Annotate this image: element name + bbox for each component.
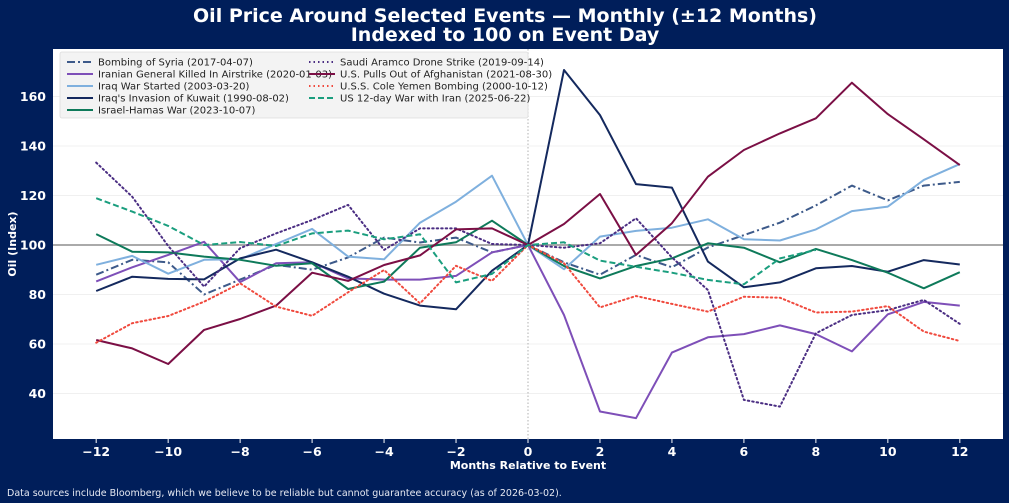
x-tick-label: 4 [668, 444, 677, 459]
y-tick-label: 140 [20, 139, 46, 154]
footer-note: Data sources include Bloomberg, which we… [7, 488, 562, 499]
legend-label-6: U.S. Pulls Out of Afghanistan (2021-08-3… [340, 70, 552, 81]
x-tick-label: 10 [879, 444, 897, 459]
legend-label-2: Iraq War Started (2003-03-20) [98, 82, 250, 93]
x-tick-label: 12 [951, 444, 968, 459]
legend-label-3: Iraq's Invasion of Kuwait (1990-08-02) [98, 94, 289, 105]
x-tick-label: 0 [524, 444, 533, 459]
series-line-8 [95, 197, 817, 286]
chart-title-line-1: Oil Price Around Selected Events — Month… [193, 5, 817, 27]
y-tick-label: 60 [29, 336, 47, 351]
legend-box [59, 51, 529, 119]
chart-title-line-2: Indexed to 100 on Event Day [351, 24, 660, 46]
x-tick-label: −8 [231, 444, 250, 459]
x-tick-label: −2 [446, 444, 465, 459]
y-tick-label: 120 [20, 188, 46, 203]
legend-label-8: US 12-day War with Iran (2025-06-22) [340, 94, 531, 105]
y-axis-label: Oil (Index) [6, 211, 19, 276]
y-tick-label: 80 [29, 287, 47, 302]
x-tick-label: −12 [82, 444, 110, 459]
y-tick-label: 160 [20, 89, 46, 104]
legend-label-7: U.S.S. Cole Yemen Bombing (2000-10-12) [340, 82, 548, 93]
x-tick-label: −6 [303, 444, 322, 459]
x-tick-label: 2 [596, 444, 605, 459]
x-tick-label: −10 [154, 444, 182, 459]
y-tick-label: 40 [29, 386, 47, 401]
legend-label-4: Israel-Hamas War (2023-10-07) [98, 106, 256, 117]
legend-label-0: Bombing of Syria (2017-04-07) [98, 58, 253, 69]
x-axis-label: Months Relative to Event [450, 459, 606, 472]
y-tick-label: 100 [20, 237, 46, 252]
x-tick-label: 8 [812, 444, 821, 459]
legend-label-1: Iranian General Killed In Airstrike (202… [98, 70, 332, 81]
x-tick-label: −4 [374, 444, 393, 459]
x-tick-label: 6 [740, 444, 749, 459]
legend-label-5: Saudi Aramco Drone Strike (2019-09-14) [340, 58, 544, 69]
